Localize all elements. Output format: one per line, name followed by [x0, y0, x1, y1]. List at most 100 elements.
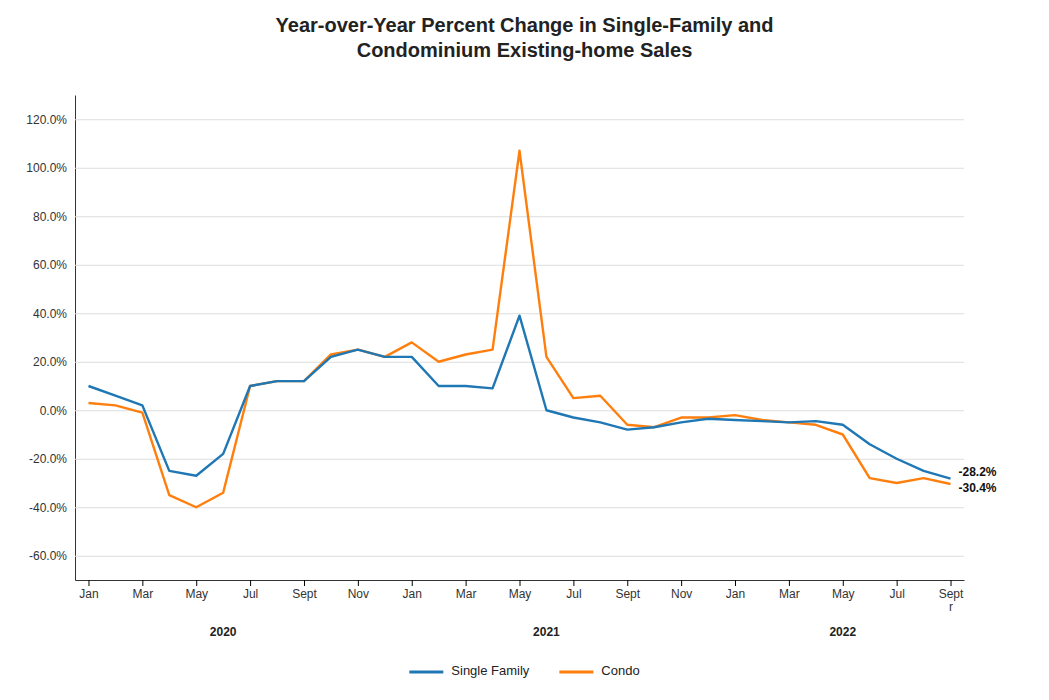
grid-line — [75, 119, 964, 120]
tick-mark — [358, 580, 359, 586]
y-tick: 80.0% — [33, 210, 964, 224]
annotation: 2020 — [210, 625, 237, 639]
y-tick-label: -40.0% — [29, 501, 67, 515]
tick-mark — [142, 580, 143, 586]
tick-mark — [897, 580, 898, 586]
tick-mark — [843, 580, 844, 586]
tick-mark — [681, 580, 682, 586]
grid-line — [75, 168, 964, 169]
x-tick-label: Sept — [615, 587, 640, 601]
x-tick: May — [509, 580, 532, 601]
y-axis: -60.0% -40.0% -20.0% 0.0% 20.0% 40.0% 60.0% 80.… — [26, 96, 964, 581]
tick-mark — [466, 580, 467, 586]
tick-mark — [196, 580, 197, 586]
grid-line — [75, 459, 964, 460]
tick-mark — [573, 580, 574, 586]
legend-item: Single Family — [409, 663, 530, 678]
x-tick-label: Jul — [243, 587, 258, 601]
x-tick-label: Sept — [292, 587, 317, 601]
data-label: -28.2% — [959, 465, 997, 479]
x-tick: Jan — [726, 580, 745, 601]
tick-mark — [250, 580, 251, 586]
grid-line — [75, 410, 964, 411]
y-tick-label: 40.0% — [33, 307, 67, 321]
x-tick-label: Jan — [726, 587, 745, 601]
legend-label: Single Family — [451, 663, 530, 678]
y-tick: 120.0% — [26, 113, 964, 127]
x-tick: Jan — [79, 580, 98, 601]
y-tick-label: -60.0% — [29, 549, 67, 563]
tick-mark — [304, 580, 305, 586]
chart-svg: Year-over-Year Percent Change in Single-… — [0, 0, 1049, 700]
x-tick-label: Nov — [348, 587, 369, 601]
x-axis: Jan Mar May Jul Sept Nov Jan Mar May Jul Sept Nov Ja… — [76, 580, 965, 614]
tick-mark — [412, 580, 413, 586]
grid-line — [75, 216, 964, 217]
x-tick: Jul — [566, 580, 581, 601]
title-line: Condominium Existing-home Sales — [357, 39, 693, 61]
legend: Single Family Condo — [409, 663, 639, 678]
x-tick: Septr — [939, 580, 964, 614]
x-tick: Mar — [456, 580, 477, 601]
x-tick-label: May — [509, 587, 532, 601]
tick-mark — [627, 580, 628, 586]
y-tick-label: 120.0% — [26, 113, 67, 127]
tick-mark — [951, 580, 952, 586]
x-tick: May — [832, 580, 855, 601]
x-tick: Jan — [403, 580, 422, 601]
y-tick: 0.0% — [40, 404, 964, 418]
tick-mark — [789, 580, 790, 586]
legend-item: Condo — [559, 663, 639, 678]
tick-mark — [520, 580, 521, 586]
x-tick-label: May — [832, 587, 855, 601]
x-tick-label: Mar — [779, 587, 800, 601]
legend-swatch — [409, 671, 443, 674]
y-tick-label: -20.0% — [29, 452, 67, 466]
x-tick: Nov — [671, 580, 692, 601]
x-tick-label: Jul — [889, 587, 904, 601]
x-tick-label: Jan — [79, 587, 98, 601]
tick-mark — [735, 580, 736, 586]
annotation: 2022 — [829, 625, 856, 639]
x-tick-label: Jul — [566, 587, 581, 601]
y-tick: -60.0% — [29, 549, 964, 563]
grid-line — [75, 313, 964, 314]
x-tick: Sept — [615, 580, 640, 601]
grid-line — [75, 362, 964, 363]
legend-label: Condo — [601, 663, 639, 678]
y-tick: 20.0% — [33, 355, 964, 369]
y-tick: 100.0% — [26, 161, 964, 175]
x-tick-label: Mar — [456, 587, 477, 601]
x-tick-label: Septr — [939, 587, 964, 615]
y-tick: -40.0% — [29, 501, 964, 515]
x-tick-label: Nov — [671, 587, 692, 601]
tick-label-line: r — [949, 600, 953, 614]
series-line — [88, 151, 950, 507]
annotation: 2021 — [533, 625, 560, 639]
series-line — [88, 316, 950, 479]
y-tick-label: 80.0% — [33, 210, 67, 224]
plot-area: -60.0% -40.0% -20.0% 0.0% 20.0% 40.0% 60.0% 80.… — [26, 96, 997, 640]
x-tick-label: May — [185, 587, 208, 601]
series-group — [88, 151, 950, 507]
y-tick-label: 100.0% — [26, 161, 67, 175]
y-tick: -20.0% — [29, 452, 964, 466]
x-tick: Jul — [243, 580, 258, 601]
y-tick-label: 20.0% — [33, 355, 67, 369]
x-tick: Mar — [133, 580, 154, 601]
title-line: Year-over-Year Percent Change in Single-… — [276, 14, 774, 36]
grid-line — [75, 556, 964, 557]
x-tick: Mar — [779, 580, 800, 601]
grid-line — [75, 265, 964, 266]
x-tick: Jul — [889, 580, 904, 601]
x-tick: May — [185, 580, 208, 601]
x-tick: Sept — [292, 580, 317, 601]
y-tick-label: 60.0% — [33, 258, 67, 272]
grid-line — [75, 507, 964, 508]
tick-label-line: Sept — [939, 587, 964, 601]
legend-swatch — [559, 671, 593, 674]
data-label: -30.4% — [959, 481, 997, 495]
x-tick-label: Mar — [133, 587, 154, 601]
x-tick-label: Jan — [403, 587, 422, 601]
y-tick: 60.0% — [33, 258, 964, 272]
